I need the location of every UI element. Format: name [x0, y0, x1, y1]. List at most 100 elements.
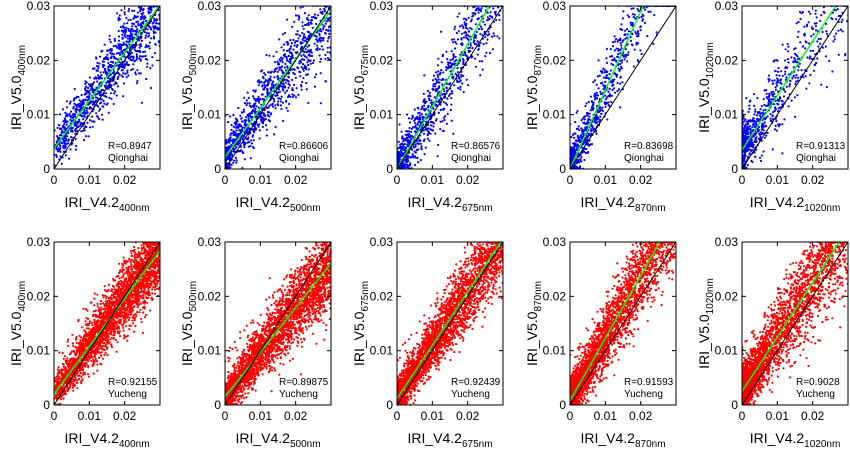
- y-tick-label: 0.01: [370, 108, 394, 122]
- x-tick-label: 0: [394, 173, 401, 187]
- x-tick-label: 0: [222, 173, 229, 187]
- axes-frame: [224, 5, 332, 170]
- y-tick-label: 0.02: [370, 289, 394, 303]
- fit-line: [569, 241, 661, 402]
- x-tick-label: 0.02: [456, 409, 480, 423]
- x-tick-label: 0.02: [629, 173, 653, 187]
- scatter-panel-yucheng-undefined: 0 0.01 0.02 0.03 0 0.01 0.02 IRI_V4.2500nm IRI_V…: [179, 235, 332, 450]
- fit-line: [741, 241, 840, 392]
- y-tick-label: 0: [731, 398, 738, 412]
- x-tick-label: 0.02: [629, 409, 653, 423]
- y-tick-label: 0.03: [543, 0, 567, 13]
- axes-frame: [741, 5, 849, 170]
- fit-line: [741, 5, 837, 151]
- axes-frame: [53, 5, 161, 170]
- y-axis-label: IRI_V5.0400nm: [8, 281, 28, 366]
- fit-line: [53, 250, 161, 395]
- y-tick-label: 0.03: [715, 235, 739, 249]
- axes-frame: [224, 241, 332, 406]
- y-tick-label: 0: [731, 162, 738, 176]
- scatter-panel-qionghai-undefined: 0 0.01 0.02 0.03 0 0.01 0.02 IRI_V4.2870nm IRI_V…: [524, 0, 677, 214]
- site-label: Qionghai: [796, 153, 836, 164]
- fit-line: [224, 9, 332, 158]
- x-axis-label: IRI_V4.21020nm: [750, 430, 841, 450]
- x-tick-label: 0.01: [421, 409, 445, 423]
- fit-line: [224, 262, 332, 398]
- x-axis-label: IRI_V4.2500nm: [235, 430, 320, 450]
- y-tick-label: 0.01: [715, 108, 739, 122]
- x-tick-label: 0.02: [113, 409, 137, 423]
- x-tick-label: 0.02: [284, 409, 308, 423]
- y-axis-label: IRI_V5.0500nm: [179, 45, 199, 130]
- axes-frame: [569, 241, 677, 406]
- y-tick-label: 0: [559, 162, 566, 176]
- r-value-label: R=0.86576: [451, 141, 501, 152]
- y-tick-label: 0.02: [715, 289, 739, 303]
- one-to-one-line: [224, 241, 332, 406]
- x-tick-label: 0: [739, 173, 746, 187]
- x-tick-label: 0.02: [284, 173, 308, 187]
- site-label: Qionghai: [108, 153, 148, 164]
- y-tick-label: 0: [559, 398, 566, 412]
- one-to-one-line: [396, 241, 504, 406]
- x-axis-label: IRI_V4.21020nm: [750, 194, 841, 214]
- site-label: Yucheng: [796, 389, 835, 400]
- x-tick-label: 0: [51, 409, 58, 423]
- x-tick-label: 0.01: [78, 409, 102, 423]
- y-tick-label: 0.03: [715, 0, 739, 13]
- x-tick-label: 0: [567, 409, 574, 423]
- y-tick-label: 0.03: [198, 235, 222, 249]
- y-tick-label: 0.01: [370, 344, 394, 358]
- y-tick-label: 0.02: [198, 289, 222, 303]
- x-tick-label: 0.02: [801, 173, 825, 187]
- x-axis-label: IRI_V4.2870nm: [580, 194, 665, 214]
- one-to-one-line: [224, 5, 332, 170]
- y-axis-label: IRI_V5.0400nm: [8, 45, 28, 130]
- x-axis-label: IRI_V4.2500nm: [235, 194, 320, 214]
- fit-line: [569, 5, 644, 170]
- y-tick-label: 0: [43, 398, 50, 412]
- y-tick-label: 0.03: [198, 0, 222, 13]
- x-axis-label: IRI_V4.2400nm: [64, 430, 149, 450]
- x-axis-label: IRI_V4.2675nm: [407, 194, 492, 214]
- y-tick-label: 0: [214, 398, 221, 412]
- y-tick-label: 0.03: [370, 0, 394, 13]
- x-axis-label: IRI_V4.2870nm: [580, 430, 665, 450]
- site-label: Yucheng: [279, 389, 318, 400]
- axes-frame: [396, 241, 504, 406]
- one-to-one-line: [741, 5, 849, 170]
- site-label: Qionghai: [624, 153, 664, 164]
- x-tick-label: 0.02: [456, 173, 480, 187]
- r-value-label: R=0.92439: [451, 377, 501, 388]
- scatter-points: [397, 6, 503, 169]
- y-tick-label: 0.03: [370, 235, 394, 249]
- site-label: Yucheng: [624, 389, 663, 400]
- fit-line: [396, 5, 490, 170]
- scatter-panel-qionghai-undefined: 0 0.01 0.02 0.03 0 0.01 0.02 IRI_V4.2500nm IRI_V…: [179, 0, 332, 214]
- r-value-label: R=0.89875: [279, 377, 329, 388]
- one-to-one-line: [569, 5, 677, 170]
- y-tick-label: 0.02: [543, 289, 567, 303]
- y-tick-label: 0.01: [27, 344, 51, 358]
- scatter-panel-yucheng-undefined: 0 0.01 0.02 0.03 0 0.01 0.02 IRI_V4.2675nm IRI_V…: [351, 235, 504, 450]
- scatter-panel-yucheng-undefined: 0 0.01 0.02 0.03 0 0.01 0.02 IRI_V4.2870nm IRI_V…: [524, 235, 677, 450]
- y-axis-label: IRI_V5.0675nm: [351, 281, 371, 366]
- x-tick-label: 0: [394, 409, 401, 423]
- y-tick-label: 0.01: [198, 344, 222, 358]
- r-value-label: R=0.8947: [108, 141, 152, 152]
- axes-frame: [741, 241, 849, 406]
- r-value-label: R=0.91593: [624, 377, 674, 388]
- scatter-panel-yucheng-undefined: 0 0.01 0.02 0.03 0 0.01 0.02 IRI_V4.21020nm IRI_…: [696, 235, 849, 450]
- x-tick-label: 0.01: [766, 173, 790, 187]
- x-tick-label: 0.01: [766, 409, 790, 423]
- scatter-panel-qionghai-undefined: 0 0.01 0.02 0.03 0 0.01 0.02 IRI_V4.2400nm IRI_V…: [8, 0, 161, 214]
- y-tick-label: 0.02: [27, 289, 51, 303]
- r-value-label: R=0.91313: [796, 141, 846, 152]
- r-value-label: R=0.83698: [624, 141, 674, 152]
- x-axis-label: IRI_V4.2400nm: [64, 194, 149, 214]
- r-value-label: R=0.86606: [279, 141, 329, 152]
- x-tick-label: 0: [567, 173, 574, 187]
- x-tick-label: 0.01: [78, 173, 102, 187]
- x-tick-label: 0: [222, 409, 229, 423]
